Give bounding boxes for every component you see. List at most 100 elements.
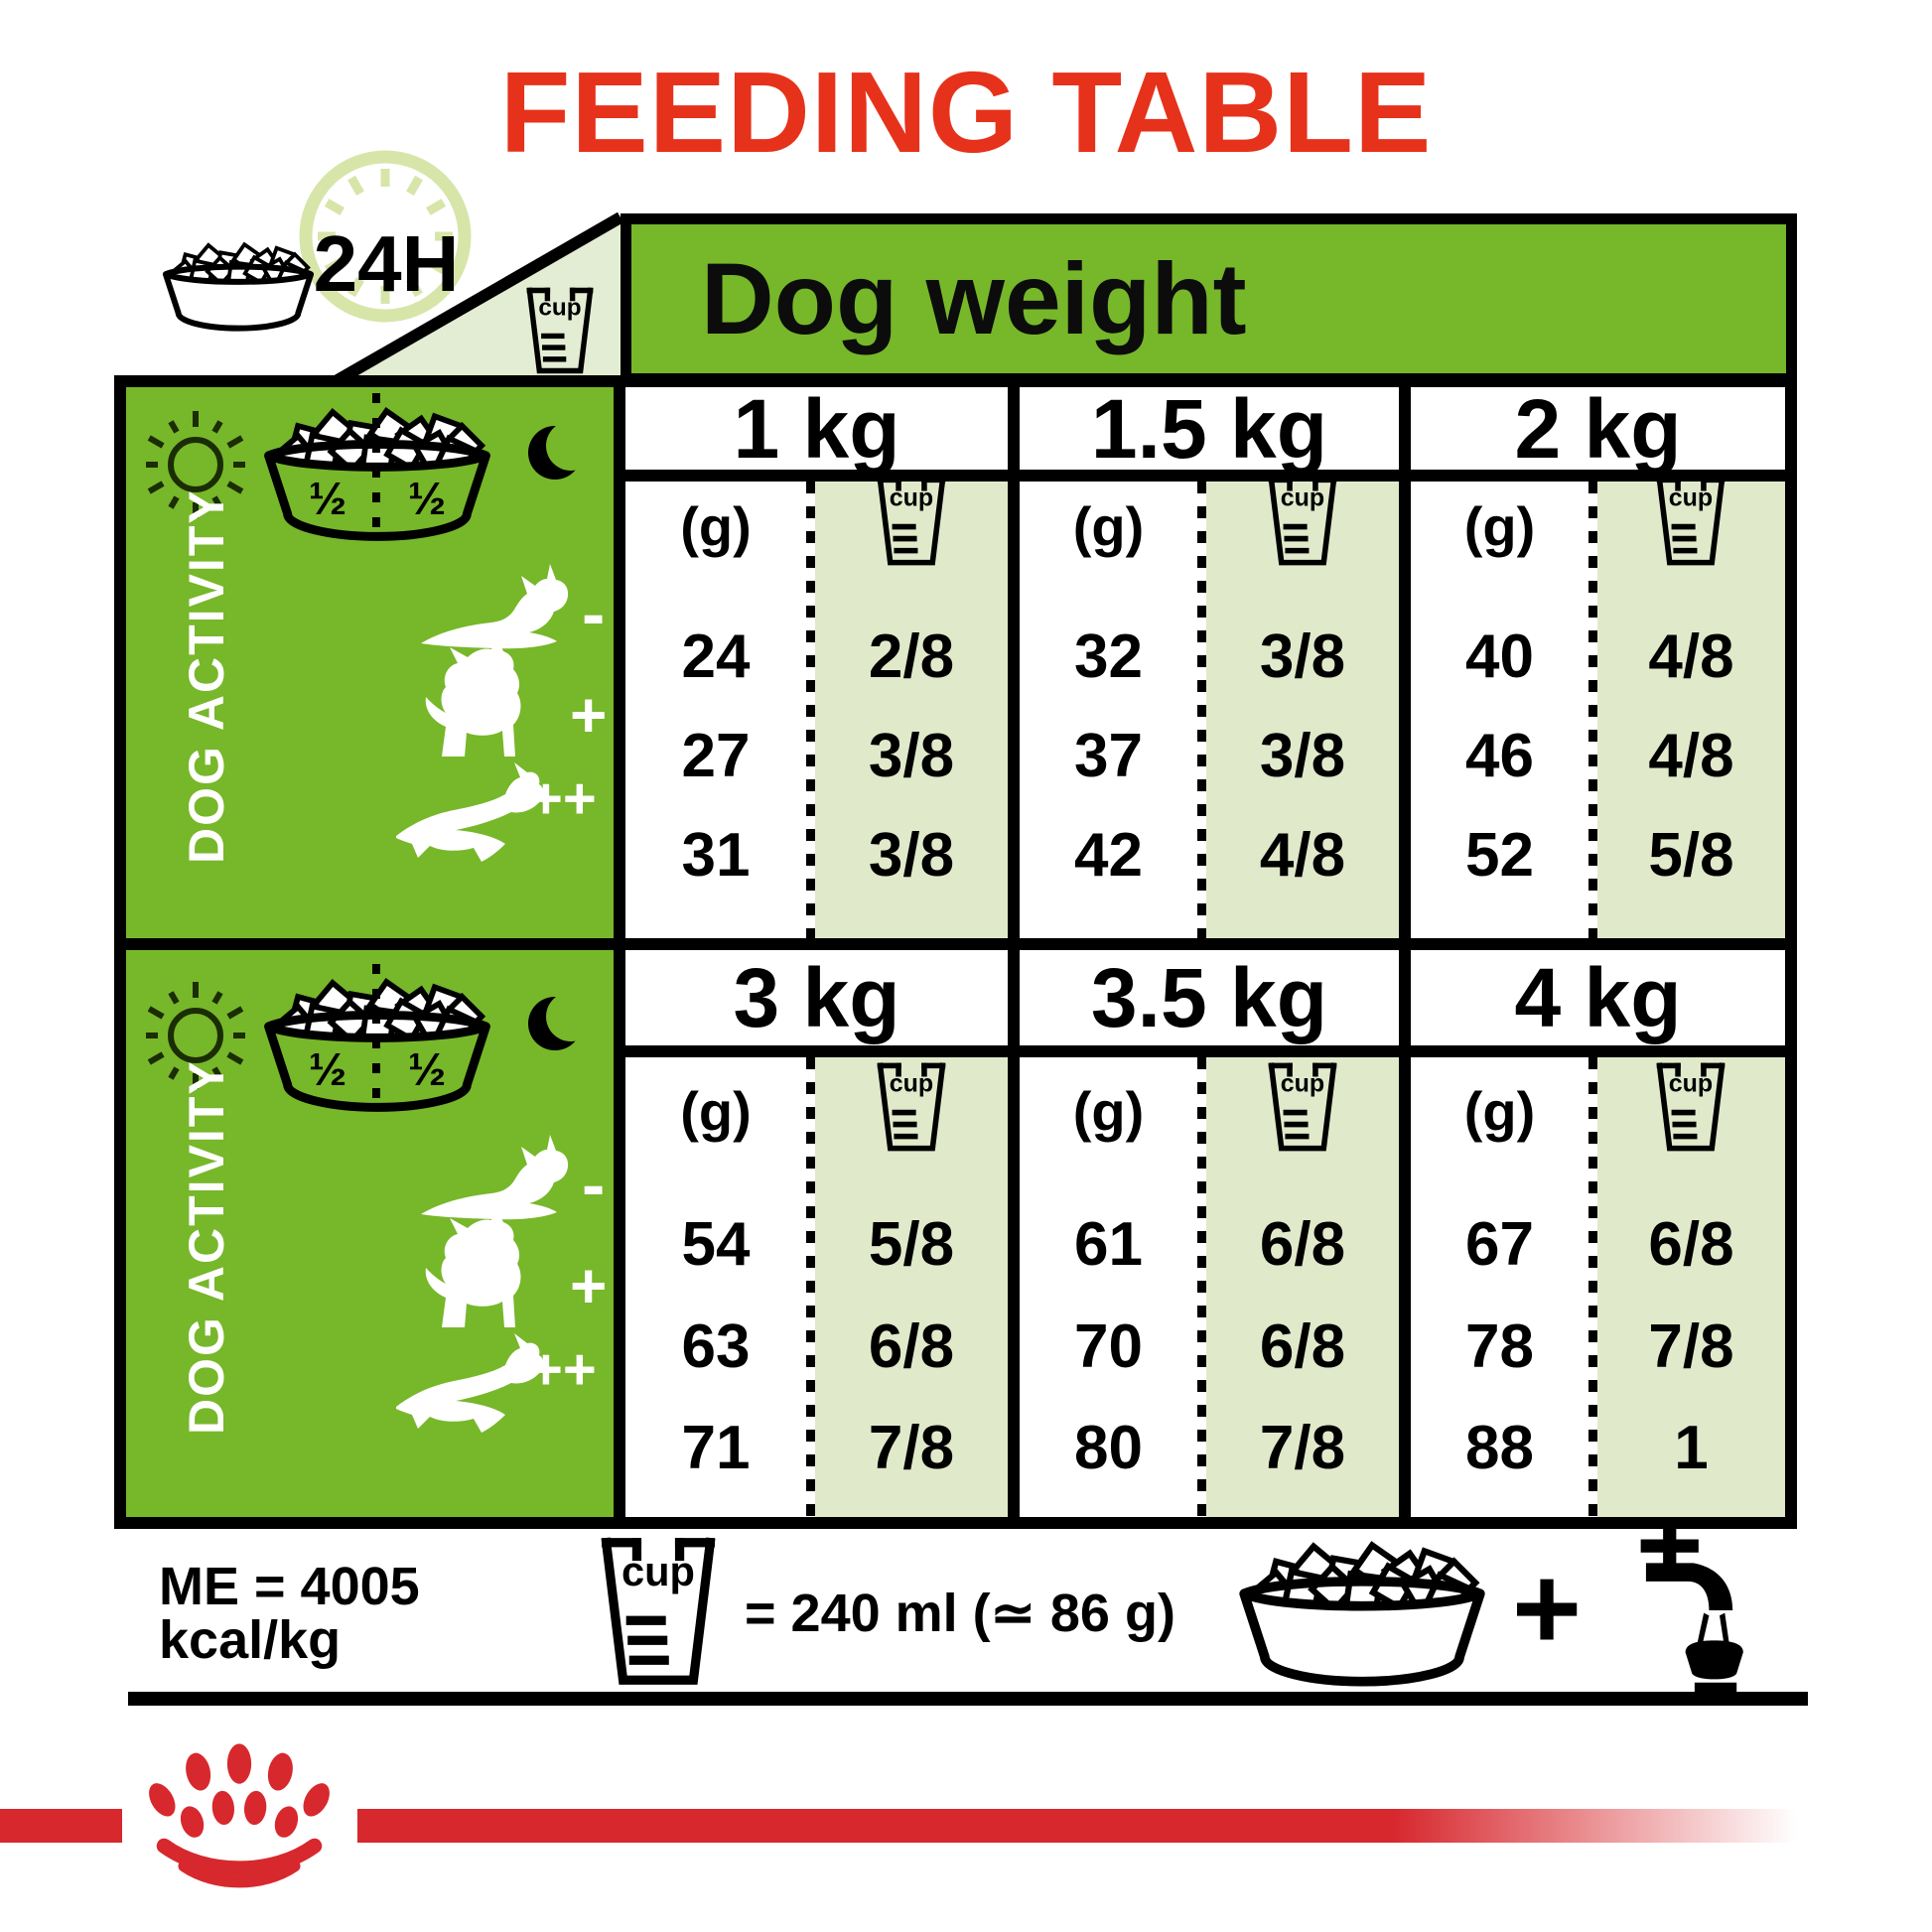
half-label: ½ xyxy=(408,1043,446,1095)
cup-value: 5/8 xyxy=(868,1210,955,1279)
gram-value: 71 xyxy=(681,1414,751,1482)
dog-weight-header: Dog weight xyxy=(621,213,1797,384)
dog-activity-label: DOG ACTIVITY xyxy=(179,1059,234,1435)
gram-label: (g) xyxy=(1072,1080,1145,1143)
cup-value: 6/8 xyxy=(1648,1210,1734,1279)
dog-medium-activity-icon xyxy=(425,1204,521,1327)
gram-value: 52 xyxy=(1465,821,1534,890)
gram-label: (g) xyxy=(1072,495,1145,558)
weight-header: 3.5 kg xyxy=(1090,951,1328,1044)
cup-value: 6/8 xyxy=(868,1312,955,1381)
cup-value: 1 xyxy=(1674,1414,1709,1482)
gram-value: 63 xyxy=(681,1312,751,1381)
dog-activity-label: DOG ACTIVITY xyxy=(179,488,234,864)
cup-icon xyxy=(1266,475,1339,568)
cup-value: 3/8 xyxy=(1259,622,1346,691)
gram-value: 78 xyxy=(1465,1312,1534,1381)
sun-icon xyxy=(146,982,245,1089)
cup-icon xyxy=(584,1535,733,1688)
grid-vline xyxy=(1008,375,1020,1529)
cup-icon xyxy=(1654,475,1727,568)
footer-divider-line xyxy=(128,1692,1808,1706)
gram-label: (g) xyxy=(680,495,752,558)
activity-plus-label: + xyxy=(570,1250,607,1321)
dog-high-activity-icon xyxy=(396,1333,544,1433)
dog-medium-activity-icon xyxy=(425,633,521,757)
activity-minus-label: - xyxy=(582,1146,605,1223)
weight-header: 4 kg xyxy=(1514,951,1682,1044)
gram-value: 61 xyxy=(1074,1210,1143,1279)
moon-icon xyxy=(528,421,596,480)
dog-activity-art-1: ½ ½ DOG ACTIVITY - + ++ xyxy=(146,393,607,864)
gram-value: 24 xyxy=(681,622,751,691)
weight-header: 1.5 kg xyxy=(1090,381,1328,476)
grid-hline xyxy=(614,1045,1797,1057)
cup-equivalence-label: = 240 ml (≃ 86 g) xyxy=(745,1584,1175,1643)
gram-value: 80 xyxy=(1074,1414,1143,1482)
table-frame xyxy=(114,375,1797,1529)
cup-icon xyxy=(524,285,596,376)
sun-icon xyxy=(146,411,245,518)
page-title: FEEDING TABLE xyxy=(499,48,1433,177)
duration-24h-label: 24H xyxy=(313,219,460,308)
dashed-divider xyxy=(1197,482,1206,938)
cup-value: 5/8 xyxy=(1648,821,1734,890)
half-label: ½ xyxy=(309,473,346,524)
section-divider xyxy=(114,938,1797,950)
cup-value: 3/8 xyxy=(868,821,955,890)
cup-value: 4/8 xyxy=(1259,821,1346,890)
me-kcal-label: ME = 4005 kcal/kg xyxy=(159,1557,420,1670)
cup-value: 6/8 xyxy=(1259,1312,1346,1381)
logo-band xyxy=(0,1809,122,1843)
plus-sign: + xyxy=(1511,1542,1583,1675)
gram-value: 46 xyxy=(1465,722,1534,790)
grid-hline xyxy=(614,470,1797,482)
cup-value: 7/8 xyxy=(1259,1414,1346,1482)
activity-plusplus-label: ++ xyxy=(529,766,597,831)
gram-value: 67 xyxy=(1465,1210,1534,1279)
clock-24h-icon xyxy=(299,150,472,323)
gram-value: 31 xyxy=(681,821,751,890)
cup-column-bg xyxy=(1206,482,1399,938)
cup-column-bg xyxy=(815,482,1008,938)
gram-value: 70 xyxy=(1074,1312,1143,1381)
grid-vline xyxy=(614,375,625,1529)
dashed-divider xyxy=(806,482,815,938)
cup-value: 4/8 xyxy=(1648,722,1734,790)
gram-value: 40 xyxy=(1465,622,1534,691)
cup-value: 7/8 xyxy=(1648,1312,1734,1381)
gram-value: 42 xyxy=(1074,821,1143,890)
dog-high-activity-icon xyxy=(396,762,544,862)
gram-value: 32 xyxy=(1074,622,1143,691)
dog-activity-art-2: ½ ½ DOG ACTIVITY - + ++ xyxy=(146,964,607,1435)
dog-low-activity-icon xyxy=(421,564,569,649)
cup-value: 7/8 xyxy=(868,1414,955,1482)
cup-value: 6/8 xyxy=(1259,1210,1346,1279)
gram-label: (g) xyxy=(1463,495,1536,558)
gram-value: 37 xyxy=(1074,722,1143,790)
dashed-divider xyxy=(1588,1057,1597,1517)
dashed-divider xyxy=(806,1057,815,1517)
gram-value: 54 xyxy=(681,1210,751,1279)
cup-value: 3/8 xyxy=(868,722,955,790)
gram-label: (g) xyxy=(1463,1080,1536,1143)
cup-icon xyxy=(875,475,948,568)
activity-plusplus-label: ++ xyxy=(529,1337,597,1402)
water-tap-icon xyxy=(1640,1526,1743,1692)
dashed-divider xyxy=(1197,1057,1206,1517)
gram-label: (g) xyxy=(680,1080,752,1143)
weight-header: 1 kg xyxy=(733,381,900,476)
activity-minus-label: - xyxy=(582,575,605,652)
cup-column-bg xyxy=(1597,482,1785,938)
weight-header: 3 kg xyxy=(733,951,900,1044)
cup-icon xyxy=(1654,1060,1727,1154)
cup-value: 3/8 xyxy=(1259,722,1346,790)
dog-weight-label: Dog weight xyxy=(701,241,1247,355)
dog-low-activity-icon xyxy=(421,1135,569,1220)
dashed-divider xyxy=(1588,482,1597,938)
cup-value: 4/8 xyxy=(1648,622,1734,691)
cup-value: 2/8 xyxy=(868,622,955,691)
weight-header: 2 kg xyxy=(1514,381,1682,476)
cup-icon xyxy=(875,1060,948,1154)
